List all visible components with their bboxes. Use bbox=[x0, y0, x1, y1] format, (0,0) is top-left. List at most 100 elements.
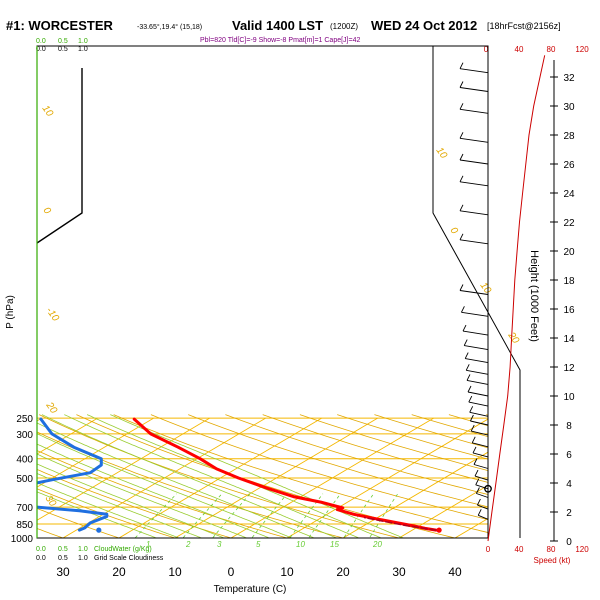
bottom-green-0: 0.0 bbox=[36, 546, 46, 553]
dry-adiabat bbox=[37, 469, 233, 538]
wind-barb bbox=[471, 436, 489, 448]
mixing-label: 10 bbox=[296, 540, 305, 549]
dry-adiabat bbox=[188, 414, 488, 508]
bottom-black-1: 0.5 bbox=[58, 555, 68, 562]
wind-barb bbox=[459, 233, 489, 245]
mixing-ratio-line bbox=[134, 493, 177, 538]
forecast-info: [18hrFcst@2156z] bbox=[487, 21, 561, 31]
pressure-label-300: 300 bbox=[16, 430, 33, 441]
mixing-label: 15 bbox=[330, 540, 339, 549]
dry-adiabat bbox=[523, 415, 600, 543]
temperature-surface-marker bbox=[436, 527, 442, 533]
wind-barb bbox=[464, 352, 489, 364]
temp-tick-7: 40 bbox=[448, 565, 462, 579]
wind-speed-profile bbox=[487, 55, 546, 542]
height-tick-label-30: 30 bbox=[563, 102, 575, 113]
height-tick-label-24: 24 bbox=[563, 189, 575, 200]
wind-barb bbox=[470, 424, 489, 436]
wind-barb bbox=[474, 469, 489, 481]
dry-adiabat bbox=[37, 488, 177, 538]
adiabat-label: 0 bbox=[448, 225, 460, 236]
wind-barb bbox=[459, 284, 489, 295]
dry-adiabat bbox=[486, 414, 488, 416]
speed-top-40: 40 bbox=[515, 45, 524, 54]
pressure-label-250: 250 bbox=[16, 414, 33, 425]
moist-adiabat bbox=[37, 473, 203, 538]
dry-adiabat bbox=[37, 528, 65, 538]
pressure-label-850: 850 bbox=[16, 520, 33, 531]
dry-adiabat bbox=[337, 414, 488, 460]
dry-adiabat bbox=[225, 414, 488, 495]
height-tick-label-14: 14 bbox=[563, 334, 575, 345]
mixing-ratio-line bbox=[308, 493, 341, 538]
height-tick-label-8: 8 bbox=[566, 421, 572, 432]
temp-tick-5: 20 bbox=[336, 565, 350, 579]
bottom-black-0: 0.0 bbox=[36, 555, 46, 562]
mixing-ratio-line bbox=[343, 493, 374, 538]
top-green-1: 0.5 bbox=[58, 38, 68, 45]
stability-indices: Pbl=820 Tld[C]=-9 Show=-8 Pmat[m]=1 Cape… bbox=[200, 37, 360, 44]
wind-barb bbox=[459, 103, 489, 114]
top-black-1: 0.5 bbox=[58, 46, 68, 53]
mixing-ratio-line bbox=[251, 493, 288, 538]
dry-adiabat bbox=[150, 414, 488, 521]
adiabat-label: 10 bbox=[434, 145, 450, 161]
speed-axis-label: Speed (kt) bbox=[534, 556, 571, 565]
adiabat-label: 20 bbox=[505, 330, 521, 347]
moist-adiabat bbox=[37, 482, 181, 538]
surface-wind-marker bbox=[484, 484, 492, 493]
wind-barb bbox=[462, 324, 489, 336]
height-tick-label-0: 0 bbox=[566, 537, 572, 548]
wind-barb bbox=[459, 132, 489, 143]
wind-barb bbox=[466, 374, 489, 385]
speed-top-120: 120 bbox=[575, 45, 589, 54]
isotherm bbox=[37, 417, 210, 521]
adiabat-label: -10 bbox=[44, 305, 62, 324]
isotherm bbox=[37, 417, 154, 488]
pressure-label-500: 500 bbox=[16, 474, 33, 485]
isotherm bbox=[118, 417, 322, 538]
moist-adiabat bbox=[37, 491, 158, 538]
bottom-green-1: 0.5 bbox=[58, 546, 68, 553]
dewpoint-surface-marker bbox=[96, 527, 102, 533]
x-axis-title: Temperature (C) bbox=[214, 584, 287, 595]
wind-panel-border bbox=[432, 46, 521, 538]
isotherm bbox=[511, 418, 600, 538]
wind-barb bbox=[476, 498, 489, 510]
utc-time: (1200Z) bbox=[330, 22, 358, 31]
mixing-label: 2 bbox=[185, 540, 191, 549]
height-tick-label-6: 6 bbox=[566, 450, 572, 461]
wind-barb bbox=[459, 62, 489, 74]
mixing-label: 3 bbox=[217, 540, 222, 549]
speed-top-0: 0 bbox=[484, 45, 489, 54]
dewpoint-line bbox=[37, 417, 109, 532]
pressure-label-400: 400 bbox=[16, 455, 33, 466]
station-title: #1: WORCESTER bbox=[6, 18, 114, 33]
mixing-label: 20 bbox=[372, 540, 382, 549]
adiabat-label: 20 bbox=[43, 400, 59, 417]
isotherm bbox=[37, 417, 98, 455]
wind-barb bbox=[472, 446, 489, 458]
wind-barb bbox=[469, 414, 489, 426]
mixing-ratio-line bbox=[289, 493, 324, 538]
height-tick-label-10: 10 bbox=[563, 392, 575, 403]
moist-adiabat bbox=[37, 453, 248, 538]
speed-top-80: 80 bbox=[547, 45, 556, 54]
bottom-green-2: 1.0 bbox=[78, 546, 88, 553]
parcel-line bbox=[363, 516, 437, 531]
adiabat-label: 10 bbox=[40, 103, 56, 119]
height-tick-label-20: 20 bbox=[563, 247, 575, 258]
top-green-0: 0.0 bbox=[36, 38, 46, 45]
cloudiness-profile bbox=[36, 68, 83, 244]
pressure-label-1000: 1000 bbox=[11, 534, 34, 545]
bottom-black-2: 1.0 bbox=[78, 555, 88, 562]
dry-adiabat bbox=[113, 414, 488, 533]
dry-adiabat bbox=[37, 450, 289, 538]
wind-barb bbox=[473, 458, 489, 469]
temperature-line bbox=[132, 417, 438, 532]
station-coords: -33.65°,19.4° (15,18) bbox=[137, 23, 202, 31]
height-axis-title: Height (1000 Feet) bbox=[528, 250, 540, 342]
wind-barb bbox=[475, 487, 489, 498]
dry-adiabat bbox=[299, 414, 488, 472]
